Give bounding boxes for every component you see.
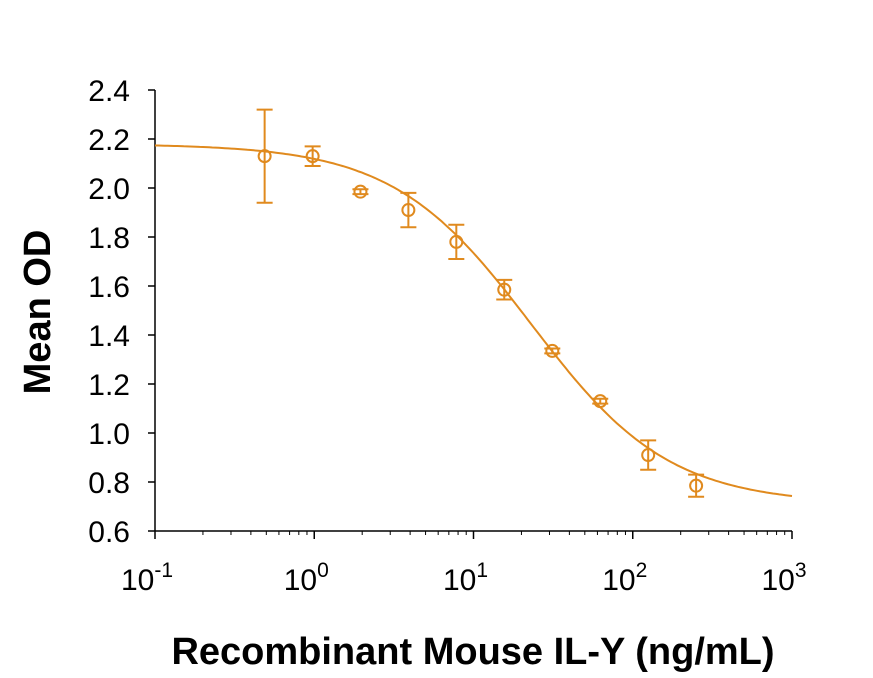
y-tick-label: 2.2 [88,124,130,157]
y-axis-title: Mean OD [17,230,59,395]
x-ticks: 10-1 100 101 102 103 [121,531,807,597]
y-tick-label: 1.8 [88,222,130,255]
data-point [640,439,657,471]
data-point [592,394,609,409]
y-tick-label: 2.0 [88,173,130,206]
y-tick-label: 1.0 [88,418,130,451]
y-tick-label: 0.6 [88,516,130,549]
point-marker [305,149,320,164]
x-axis-title: Recombinant Mouse IL-Y (ng/mL) [171,631,774,673]
data-point [400,191,417,229]
y-tick-label: 1.4 [88,320,130,353]
point-marker [449,234,464,249]
y-tick-label: 1.6 [88,271,130,304]
x-tick-label: 100 [284,559,329,597]
y-tick-label: 2.4 [88,75,130,108]
point-marker [401,203,416,218]
x-tick-label: 101 [443,559,488,597]
data-point [256,108,273,204]
y-ticks: 0.6 0.8 1.0 1.2 1.4 1.6 1.8 2.0 2.2 2.4 [88,75,155,549]
y-tick-label: 0.8 [88,467,130,500]
fit-curve [155,144,793,497]
axes [154,90,792,532]
point-marker [689,478,704,493]
data-point [304,145,321,167]
point-marker [641,448,656,463]
x-tick-label: 103 [761,559,806,597]
point-marker [593,394,608,409]
point-marker [497,282,512,297]
point-marker [545,343,560,358]
x-tick-label: 102 [602,559,647,597]
data-point [496,278,513,301]
data-point [448,223,465,261]
x-tick-label: 10-1 [121,559,173,597]
point-marker [257,149,272,164]
point-marker [353,184,368,199]
data-point [544,343,561,358]
data-points [256,108,705,498]
y-tick-label: 1.2 [88,369,130,402]
data-point [352,184,369,199]
data-point [688,473,705,498]
